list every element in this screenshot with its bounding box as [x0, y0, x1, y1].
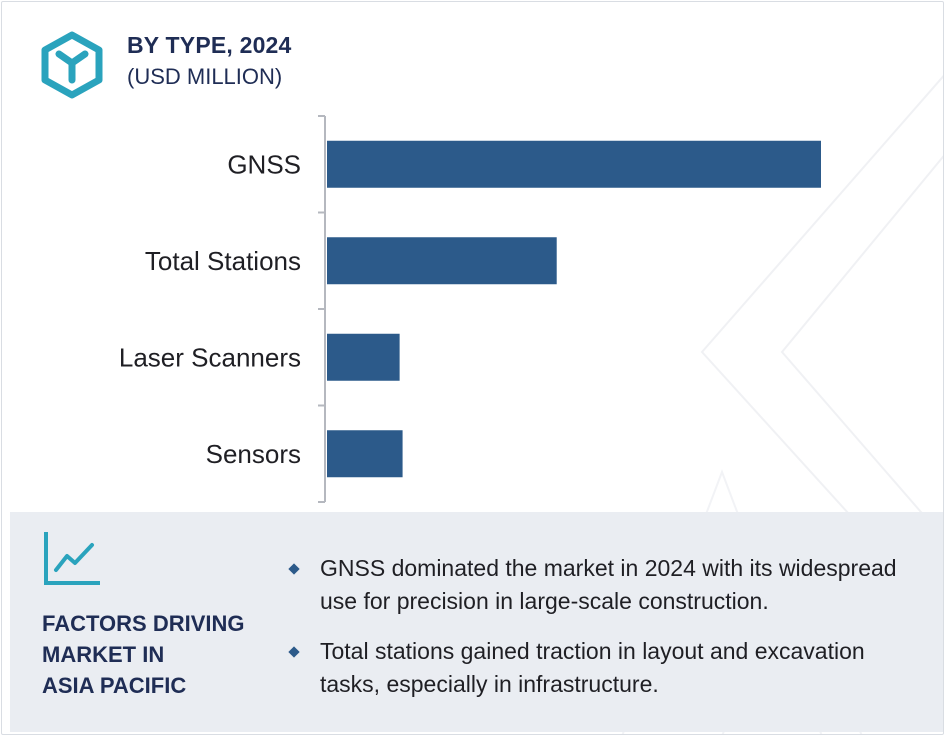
bar-total-stations	[327, 237, 557, 285]
diamond-bullet-icon	[288, 646, 300, 658]
factor-text: Total stations gained traction in layout…	[320, 638, 865, 697]
category-label: GNSS	[227, 149, 301, 179]
factors-heading-line: ASIA PACIFIC	[42, 673, 187, 698]
trend-line-chart-icon	[44, 532, 100, 585]
factor-text: GNSS dominated the market in 2024 with i…	[320, 555, 897, 614]
bar-chart: GNSS Total Stations Laser Scanners Sensors	[119, 115, 821, 503]
factors-panel: FACTORS DRIVING MARKET IN ASIA PACIFIC G…	[10, 512, 943, 732]
bar-sensors	[327, 430, 403, 478]
factors-heading-line: FACTORS DRIVING	[42, 611, 245, 636]
chart-subtitle: (USD MILLION)	[127, 64, 283, 89]
diamond-bullet-icon	[288, 563, 300, 575]
factor-bullet: GNSS dominated the market in 2024 with i…	[286, 552, 926, 618]
category-label: Sensors	[206, 439, 301, 469]
bar-gnss	[327, 140, 821, 188]
category-label: Laser Scanners	[119, 342, 301, 372]
hexagon-y-logo-icon	[41, 31, 103, 99]
bar-laser-scanners	[327, 333, 400, 381]
category-label: Total Stations	[145, 246, 301, 276]
factors-heading: FACTORS DRIVING MARKET IN ASIA PACIFIC	[42, 608, 282, 701]
factors-heading-line: MARKET IN	[42, 642, 165, 667]
factors-list: GNSS dominated the market in 2024 with i…	[286, 552, 926, 718]
chart-title: BY TYPE, 2024	[127, 32, 292, 58]
factor-bullet: Total stations gained traction in layout…	[286, 635, 926, 701]
